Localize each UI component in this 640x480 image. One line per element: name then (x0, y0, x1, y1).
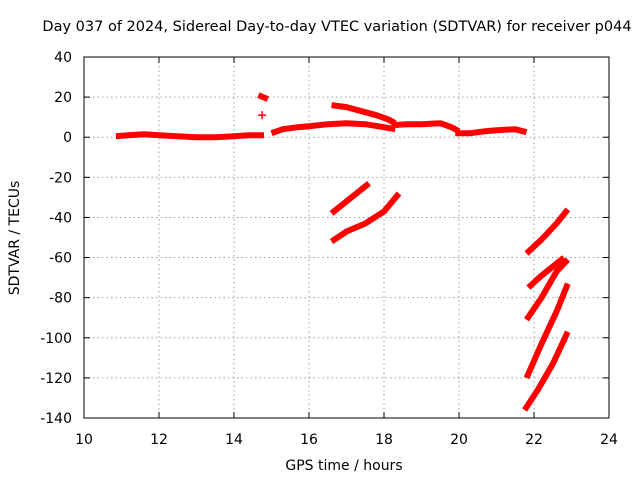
series-arc-11 (524, 257, 570, 322)
series-arc-6 (455, 126, 528, 137)
series-arc-3 (270, 120, 396, 137)
y-axis-label: SDTVAR / TECUs (7, 181, 23, 296)
series-arc-12 (523, 282, 571, 380)
x-tick-label: 22 (525, 432, 543, 448)
y-tick-label: 20 (54, 90, 72, 106)
x-tick-label: 14 (225, 432, 243, 448)
series-arc-1 (115, 131, 264, 141)
y-tick-label: 40 (54, 50, 72, 66)
series-arc-7 (329, 180, 371, 216)
y-tick-label: -20 (49, 170, 72, 186)
isolated-point (258, 111, 267, 120)
series-arc-5 (391, 120, 461, 134)
y-tick-label: -120 (40, 371, 72, 387)
axis-ticks: 10 12 14 16 18 20 22 24 40 20 0 -20 -40 -60 -80 -100 -12… (40, 50, 618, 448)
series-arc-13 (522, 330, 571, 412)
x-tick-label: 16 (300, 432, 318, 448)
y-tick-label: -80 (49, 291, 72, 307)
x-tick-label: 12 (150, 432, 168, 448)
series-arc-9 (524, 207, 571, 256)
series-arc-8 (329, 191, 402, 244)
x-tick-label: 18 (375, 432, 393, 448)
y-tick-label: -40 (49, 210, 72, 226)
series-arc-2 (257, 92, 269, 102)
data-series (115, 92, 571, 412)
grid-lines (84, 57, 609, 418)
x-tick-label: 24 (600, 432, 618, 448)
plot-frame (83, 56, 610, 419)
chart-title: Day 037 of 2024, Sidereal Day-to-day VTE… (42, 19, 631, 35)
y-tick-label: -100 (40, 331, 72, 347)
x-tick-label: 20 (450, 432, 468, 448)
y-tick-label: -140 (40, 411, 72, 427)
y-tick-label: -60 (49, 251, 72, 267)
series-arc-4 (331, 102, 397, 126)
x-axis-label: GPS time / hours (285, 458, 402, 474)
series-arc-10 (526, 255, 566, 290)
x-tick-label: 10 (75, 432, 93, 448)
y-tick-label: 0 (63, 130, 72, 146)
